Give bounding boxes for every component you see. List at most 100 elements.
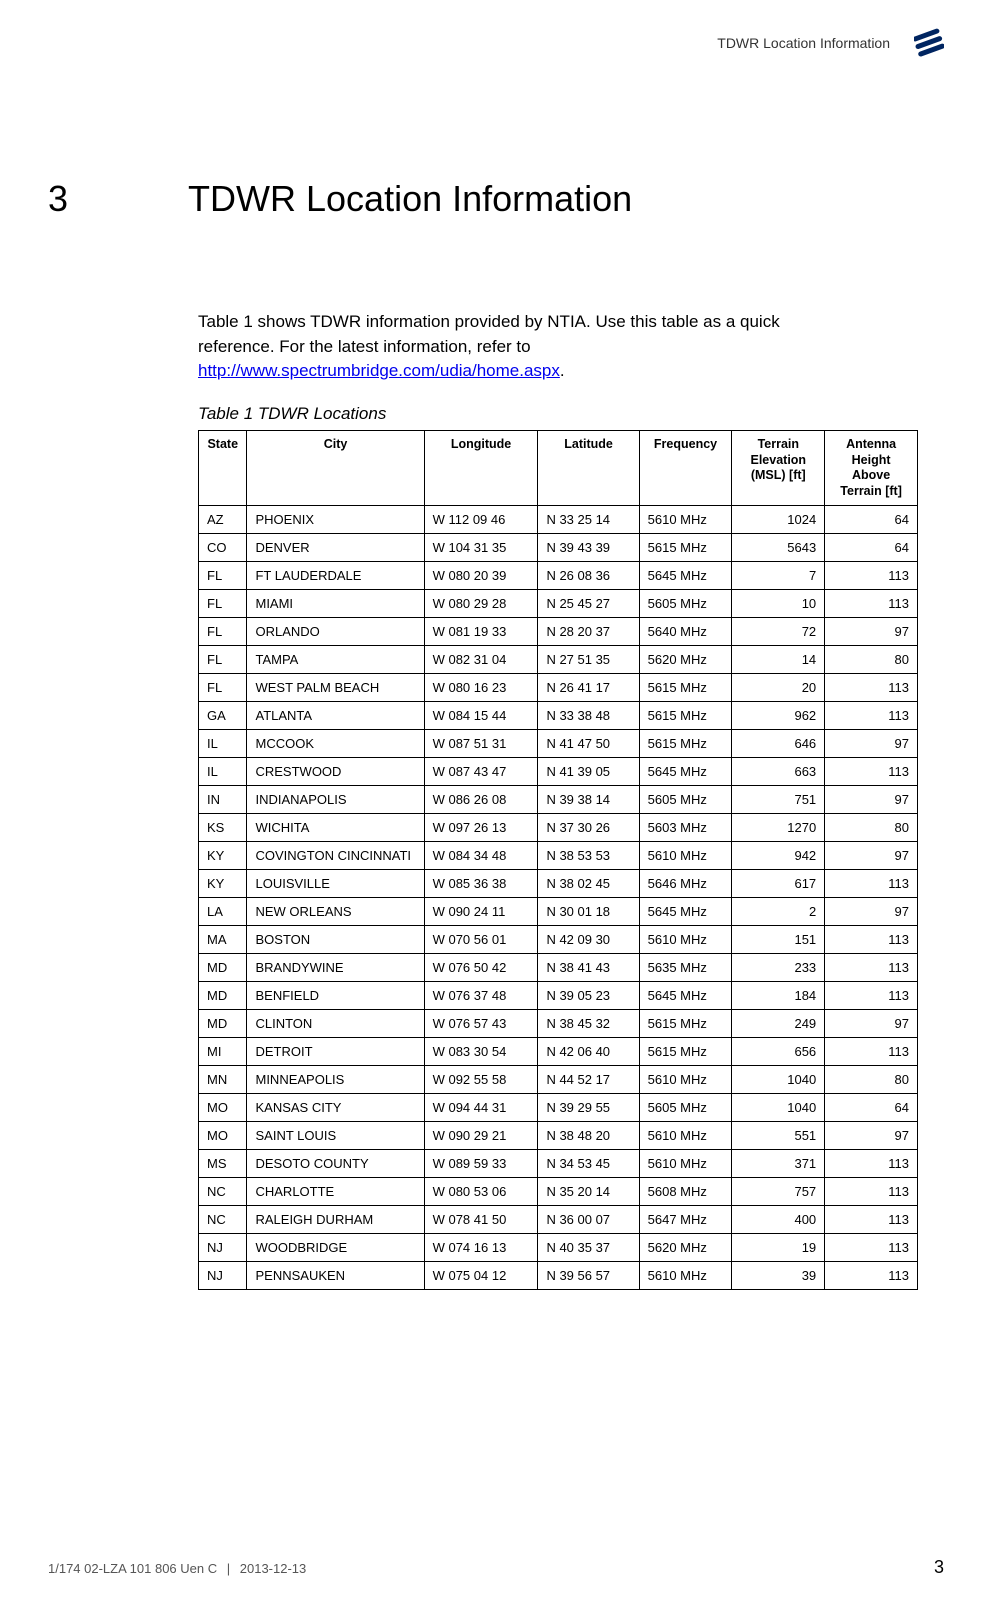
table-row: NCRALEIGH DURHAMW 078 41 50N 36 00 07564…: [199, 1206, 918, 1234]
table-cell: 5610 MHz: [639, 1262, 732, 1290]
table-cell: 233: [732, 954, 825, 982]
table-row: MDBENFIELDW 076 37 48N 39 05 235645 MHz1…: [199, 982, 918, 1010]
section-title: TDWR Location Information: [188, 178, 632, 220]
table-cell: 5635 MHz: [639, 954, 732, 982]
th-frequency: Frequency: [639, 430, 732, 506]
ericsson-logo-icon: [914, 28, 944, 58]
table-cell: W 089 59 33: [424, 1150, 538, 1178]
table-cell: 5615 MHz: [639, 1038, 732, 1066]
table-cell: N 35 20 14: [538, 1178, 639, 1206]
table-cell: MO: [199, 1122, 247, 1150]
table-cell: 371: [732, 1150, 825, 1178]
table-cell: IL: [199, 730, 247, 758]
section-heading: 3 TDWR Location Information: [48, 178, 944, 220]
table-cell: W 080 20 39: [424, 562, 538, 590]
table-cell: 97: [825, 1010, 918, 1038]
table-cell: 80: [825, 814, 918, 842]
table-cell: 113: [825, 1178, 918, 1206]
table-cell: SAINT LOUIS: [247, 1122, 424, 1150]
table-cell: 5615 MHz: [639, 1010, 732, 1038]
table-cell: W 082 31 04: [424, 646, 538, 674]
table-cell: N 39 43 39: [538, 534, 639, 562]
table-cell: FT LAUDERDALE: [247, 562, 424, 590]
table-row: MABOSTONW 070 56 01N 42 09 305610 MHz151…: [199, 926, 918, 954]
table-cell: NC: [199, 1206, 247, 1234]
table-row: MOKANSAS CITYW 094 44 31N 39 29 555605 M…: [199, 1094, 918, 1122]
table-cell: W 090 24 11: [424, 898, 538, 926]
table-cell: COVINGTON CINCINNATI: [247, 842, 424, 870]
table-cell: N 38 53 53: [538, 842, 639, 870]
table-cell: DENVER: [247, 534, 424, 562]
table-cell: N 39 38 14: [538, 786, 639, 814]
table-cell: TAMPA: [247, 646, 424, 674]
table-cell: 113: [825, 954, 918, 982]
table-cell: NEW ORLEANS: [247, 898, 424, 926]
table-row: ILCRESTWOODW 087 43 47N 41 39 055645 MHz…: [199, 758, 918, 786]
table-row: FLWEST PALM BEACHW 080 16 23N 26 41 1756…: [199, 674, 918, 702]
table-cell: 249: [732, 1010, 825, 1038]
table-cell: CHARLOTTE: [247, 1178, 424, 1206]
th-latitude: Latitude: [538, 430, 639, 506]
table-cell: W 104 31 35: [424, 534, 538, 562]
table-cell: WOODBRIDGE: [247, 1234, 424, 1262]
table-cell: 7: [732, 562, 825, 590]
table-cell: W 085 36 38: [424, 870, 538, 898]
table-cell: INDIANAPOLIS: [247, 786, 424, 814]
intro-link[interactable]: http://www.spectrumbridge.com/udia/home.…: [198, 361, 560, 380]
table-cell: IN: [199, 786, 247, 814]
table-cell: 80: [825, 1066, 918, 1094]
table-cell: 942: [732, 842, 825, 870]
table-cell: 5620 MHz: [639, 1234, 732, 1262]
table-cell: DETROIT: [247, 1038, 424, 1066]
table-cell: W 086 26 08: [424, 786, 538, 814]
table-row: FLTAMPAW 082 31 04N 27 51 355620 MHz1480: [199, 646, 918, 674]
table-cell: 113: [825, 1206, 918, 1234]
table-cell: N 42 06 40: [538, 1038, 639, 1066]
table-cell: KANSAS CITY: [247, 1094, 424, 1122]
table-cell: ATLANTA: [247, 702, 424, 730]
table-row: FLMIAMIW 080 29 28N 25 45 275605 MHz1011…: [199, 590, 918, 618]
table-cell: NC: [199, 1178, 247, 1206]
table-cell: W 084 15 44: [424, 702, 538, 730]
table-cell: KS: [199, 814, 247, 842]
table-cell: W 070 56 01: [424, 926, 538, 954]
table-cell: 5605 MHz: [639, 590, 732, 618]
table-cell: 5615 MHz: [639, 702, 732, 730]
table-cell: 5615 MHz: [639, 730, 732, 758]
content-block: Table 1 shows TDWR information provided …: [198, 310, 944, 1290]
footer-doc-id: 1/174 02-LZA 101 806 Uen C: [48, 1561, 217, 1576]
table-cell: W 097 26 13: [424, 814, 538, 842]
table-cell: W 080 16 23: [424, 674, 538, 702]
table-row: KYCOVINGTON CINCINNATIW 084 34 48N 38 53…: [199, 842, 918, 870]
table-row: NCCHARLOTTEW 080 53 06N 35 20 145608 MHz…: [199, 1178, 918, 1206]
table-cell: 5620 MHz: [639, 646, 732, 674]
section-number: 3: [48, 178, 68, 220]
table-cell: PENNSAUKEN: [247, 1262, 424, 1290]
table-cell: N 41 47 50: [538, 730, 639, 758]
table-cell: 97: [825, 786, 918, 814]
table-cell: N 38 45 32: [538, 1010, 639, 1038]
table-cell: RALEIGH DURHAM: [247, 1206, 424, 1234]
table-cell: 5645 MHz: [639, 898, 732, 926]
table-cell: 113: [825, 590, 918, 618]
table-row: AZPHOENIXW 112 09 46N 33 25 145610 MHz10…: [199, 506, 918, 534]
table-cell: 5610 MHz: [639, 926, 732, 954]
table-row: MOSAINT LOUISW 090 29 21N 38 48 205610 M…: [199, 1122, 918, 1150]
table-cell: 962: [732, 702, 825, 730]
table-cell: W 083 30 54: [424, 1038, 538, 1066]
table-cell: W 090 29 21: [424, 1122, 538, 1150]
table-cell: 113: [825, 982, 918, 1010]
table-cell: N 41 39 05: [538, 758, 639, 786]
table-cell: 5608 MHz: [639, 1178, 732, 1206]
table-cell: 5605 MHz: [639, 786, 732, 814]
table-row: FLFT LAUDERDALEW 080 20 39N 26 08 365645…: [199, 562, 918, 590]
table-row: ILMCCOOKW 087 51 31N 41 47 505615 MHz646…: [199, 730, 918, 758]
table-cell: KY: [199, 842, 247, 870]
table-cell: NJ: [199, 1262, 247, 1290]
table-cell: 5615 MHz: [639, 674, 732, 702]
table-cell: 5645 MHz: [639, 982, 732, 1010]
table-row: LANEW ORLEANSW 090 24 11N 30 01 185645 M…: [199, 898, 918, 926]
table-cell: N 26 41 17: [538, 674, 639, 702]
table-cell: 5605 MHz: [639, 1094, 732, 1122]
table-cell: 97: [825, 730, 918, 758]
